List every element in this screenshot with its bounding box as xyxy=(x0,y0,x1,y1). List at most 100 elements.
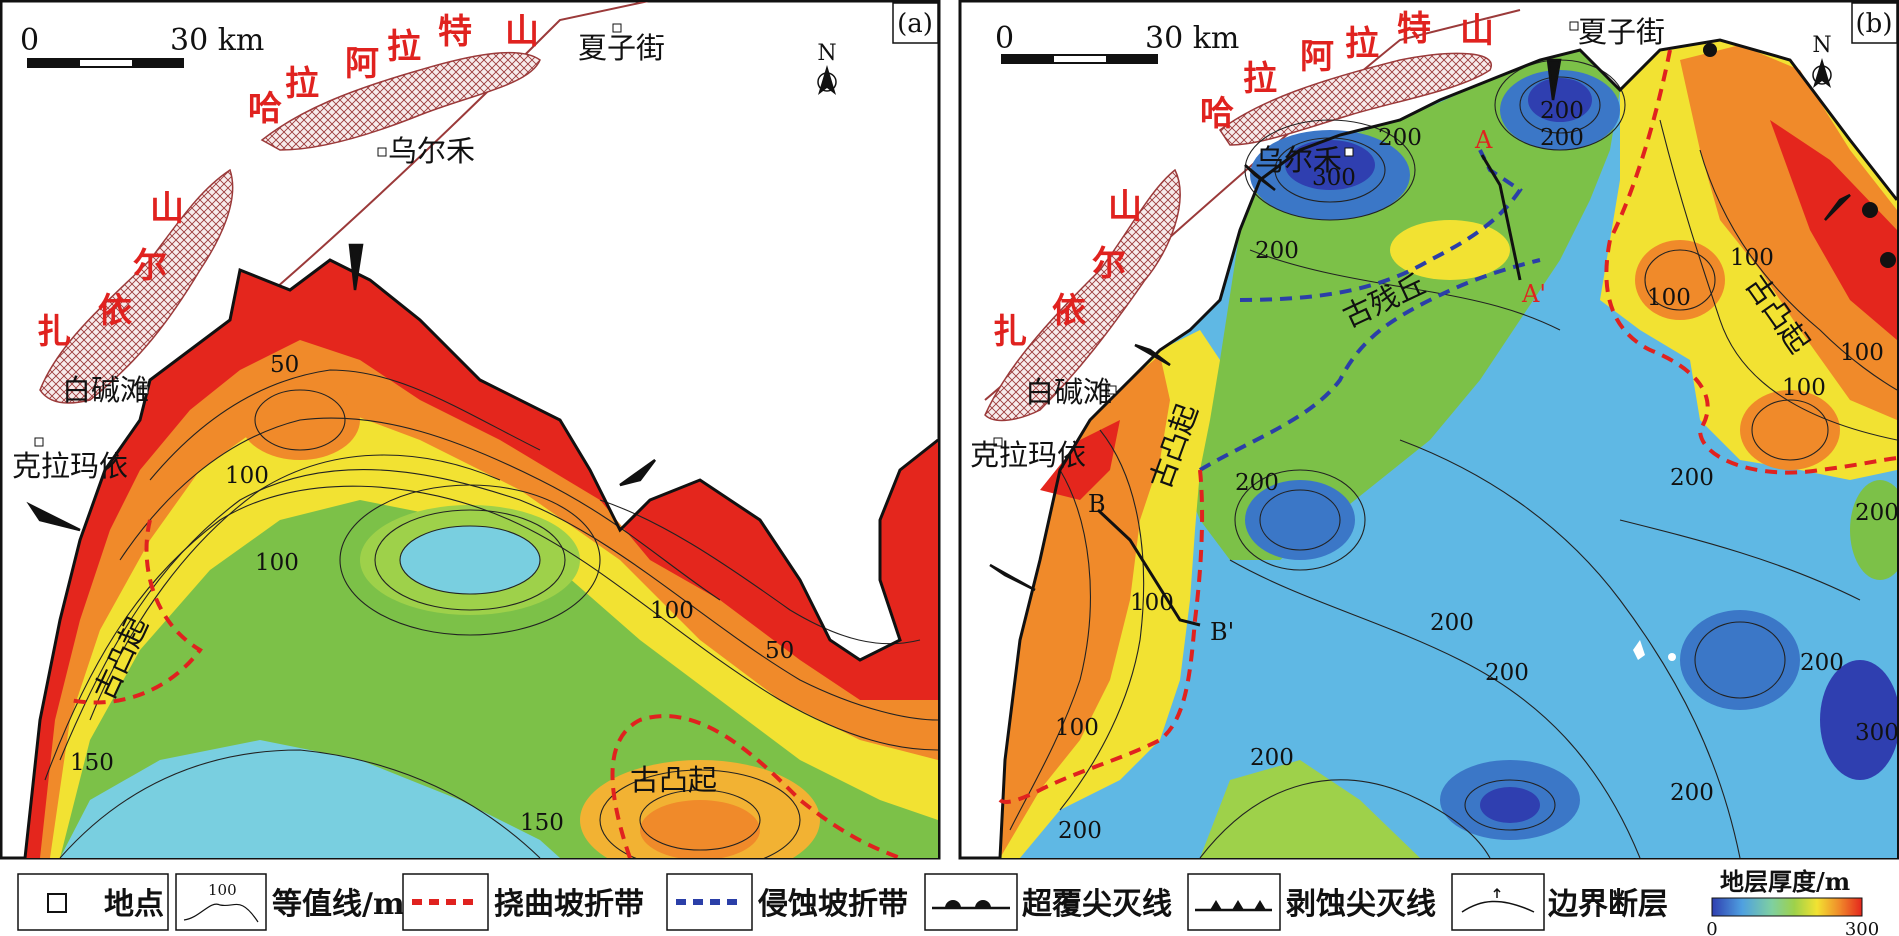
flexure-slope-break-belt xyxy=(998,469,1205,804)
mountain-name-labels: 哈 拉 阿 拉 特 山 山 尔 依 扎 xyxy=(37,12,539,352)
panel-a-map xyxy=(23,2,938,858)
thickness-zone-cyan xyxy=(400,526,540,594)
svg-text:200: 200 xyxy=(1540,125,1584,151)
svg-text:A': A' xyxy=(1521,280,1546,308)
place-label: 乌尔禾 xyxy=(1255,143,1342,177)
legend-item-location xyxy=(17,873,169,931)
svg-text:阿: 阿 xyxy=(345,44,379,84)
svg-text:200: 200 xyxy=(1430,610,1474,636)
mountain-range xyxy=(260,51,541,151)
thickness-zone-cyan xyxy=(60,740,560,858)
svg-text:侵蚀坡折带: 侵蚀坡折带 xyxy=(757,887,908,922)
place-label: 白碱滩 xyxy=(1025,375,1112,409)
panel-label: (b) xyxy=(1856,9,1893,39)
place-marker-icon xyxy=(993,437,1003,447)
place-marker-icon xyxy=(377,147,387,157)
place-marker-icon xyxy=(1344,147,1354,157)
thickness-zone-orange xyxy=(1740,390,1840,470)
north-arrow-icon: N xyxy=(1812,33,1832,88)
panel-b-map xyxy=(984,9,1897,858)
svg-text:100: 100 xyxy=(1840,340,1884,366)
svg-text:B: B xyxy=(1088,490,1106,518)
legend: 地点 100 等值线/m 挠曲坡折带 侵蚀坡折带 超覆尖灭线 剥蚀尖灭线 边界断… xyxy=(17,867,1879,936)
place-marker-icon xyxy=(1107,385,1117,395)
colorbar-title: 地层厚度/m xyxy=(1720,867,1850,896)
svg-text:扎: 扎 xyxy=(37,312,71,352)
svg-text:剥蚀尖灭线: 剥蚀尖灭线 xyxy=(1286,887,1436,922)
svg-text:200: 200 xyxy=(1235,470,1279,496)
place-labels: 夏子街 乌尔禾 白碱滩 克拉玛依 xyxy=(12,23,665,483)
svg-text:挠曲坡折带: 挠曲坡折带 xyxy=(494,887,644,922)
contour-labels: 50 100 100 100 50 150 150 xyxy=(70,352,794,836)
thickness-zone-orange xyxy=(640,800,760,858)
mountain-range xyxy=(39,168,234,404)
arrow-icon xyxy=(26,243,656,532)
svg-text:100: 100 xyxy=(255,550,299,576)
svg-text:200: 200 xyxy=(1485,660,1529,686)
flexure-slope-break-belt xyxy=(69,519,203,705)
svg-text:尔: 尔 xyxy=(1092,244,1126,284)
flexure-slope-break-belt xyxy=(1604,49,1897,475)
scale-bar: 0 30 km xyxy=(995,21,1239,64)
svg-text:200: 200 xyxy=(1670,780,1714,806)
place-label: 克拉玛依 xyxy=(970,438,1086,472)
svg-text:依: 依 xyxy=(98,291,132,331)
mountain-name-labels: 哈 拉 阿 拉 特 山 山 尔 依 扎 xyxy=(993,9,1494,352)
svg-text:200: 200 xyxy=(1855,500,1899,526)
svg-text:N: N xyxy=(1812,33,1831,58)
svg-text:100: 100 xyxy=(1782,375,1826,401)
svg-text:50: 50 xyxy=(765,638,794,664)
place-marker-icon xyxy=(139,385,149,395)
svg-text:哈: 哈 xyxy=(248,89,282,129)
overlap-pinchout-line xyxy=(998,38,1897,858)
svg-text:山: 山 xyxy=(1108,187,1142,227)
thickness-zone-thin xyxy=(1040,420,1120,500)
svg-text:尔: 尔 xyxy=(133,246,167,286)
overlap-pinchout-marker-icon xyxy=(945,900,991,908)
scale-end-label: 30 km xyxy=(170,23,264,58)
svg-text:200: 200 xyxy=(1255,238,1299,264)
svg-text:100: 100 xyxy=(225,463,269,489)
legend-item-erosion-pinchout xyxy=(1187,873,1281,931)
place-marker-icon xyxy=(34,437,44,447)
svg-text:50: 50 xyxy=(270,352,299,378)
svg-text:阿: 阿 xyxy=(1300,37,1334,77)
contour-labels: 200 300 200 200 200 100 100 100 100 200 … xyxy=(1055,98,1899,844)
svg-text:特: 特 xyxy=(1397,9,1431,49)
svg-text:300: 300 xyxy=(1312,165,1356,191)
section-line-b xyxy=(1096,508,1201,627)
svg-text:特: 特 xyxy=(438,12,472,52)
svg-text:200: 200 xyxy=(1250,745,1294,771)
thickness-zone-blue xyxy=(1680,610,1800,710)
svg-text:扎: 扎 xyxy=(993,312,1027,352)
svg-text:100: 100 xyxy=(650,598,694,624)
thickness-zone-blue xyxy=(1245,480,1355,560)
svg-text:山: 山 xyxy=(505,12,539,52)
svg-text:N: N xyxy=(817,41,836,66)
svg-text:山: 山 xyxy=(1460,11,1494,51)
svg-text:100: 100 xyxy=(208,881,237,899)
panel-a: 0 30 km N (a) 夏子街 乌尔禾 白碱滩 克拉玛依 哈 拉 阿 拉 xyxy=(0,0,941,860)
thickness-zone-blue xyxy=(1528,78,1592,122)
thickness-zone-orange xyxy=(1635,240,1725,320)
svg-text:150: 150 xyxy=(520,810,564,836)
legend-item-overlap-pinchout xyxy=(924,873,1018,931)
place-marker-icon xyxy=(47,893,67,913)
svg-text:边界断层: 边界断层 xyxy=(1548,887,1668,922)
svg-text:300: 300 xyxy=(1855,720,1899,746)
mountain-range xyxy=(984,168,1181,422)
contour-line-icon xyxy=(183,903,259,923)
thickness-zone-orange xyxy=(1680,45,1897,420)
svg-text:哈: 哈 xyxy=(1200,94,1234,134)
place-label: 白碱滩 xyxy=(62,373,149,407)
svg-text:200: 200 xyxy=(1800,650,1844,676)
svg-text:超覆尖灭线: 超覆尖灭线 xyxy=(1022,887,1172,922)
place-label: 夏子街 xyxy=(578,31,665,65)
svg-text:100: 100 xyxy=(1730,245,1774,271)
contour-lines xyxy=(44,369,938,858)
svg-text:拉: 拉 xyxy=(1243,59,1277,99)
colorbar-min-label: 0 xyxy=(1706,919,1717,936)
scale-start-label: 0 xyxy=(20,23,39,58)
svg-text:A: A xyxy=(1474,126,1493,154)
overlap-pinchout-marker-icon xyxy=(1703,43,1896,268)
